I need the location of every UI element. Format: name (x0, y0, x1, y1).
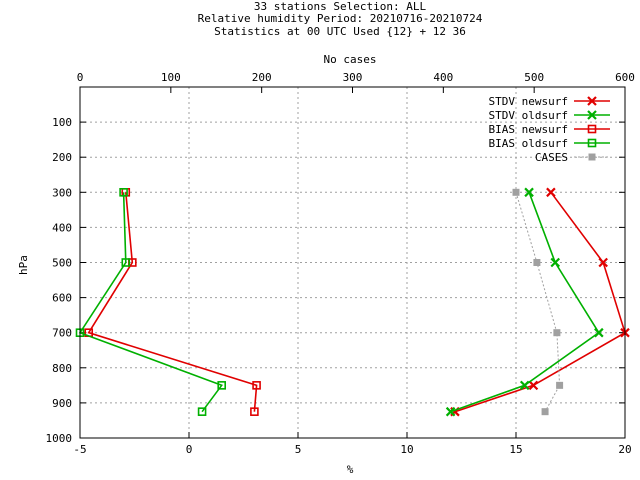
data-point (587, 138, 597, 148)
data-point (546, 187, 556, 198)
x-tick-label: 5 (295, 443, 302, 456)
x2-tick-label: 300 (343, 71, 363, 84)
x2-tick-label: 200 (252, 71, 272, 84)
data-point (588, 153, 596, 161)
legend-item: BIAS oldsurf (489, 137, 610, 150)
y-axis-label: hPa (17, 255, 30, 275)
x2-tick-label: 500 (524, 71, 544, 84)
data-point (252, 381, 261, 390)
data-point (553, 329, 561, 337)
data-point (524, 187, 534, 198)
legend-label: BIAS newsurf (489, 123, 568, 136)
legend-item: BIAS newsurf (489, 123, 610, 136)
x-tick-label: 0 (186, 443, 193, 456)
legend-label: CASES (535, 151, 568, 164)
legend-item: CASES (535, 151, 610, 164)
y-tick-label: 900 (52, 397, 72, 410)
series-line (454, 191, 626, 413)
top-axis-label: No cases (324, 53, 377, 66)
y-tick-label: 100 (52, 116, 72, 129)
data-point (512, 188, 520, 196)
legend-label: STDV oldsurf (489, 109, 568, 122)
series-line (87, 192, 258, 412)
series-line (515, 192, 561, 412)
chart-title-line-3: Statistics at 00 UTC Used {12} + 12 36 (214, 25, 466, 38)
x2-tick-label: 0 (77, 71, 84, 84)
x-tick-label: 15 (509, 443, 522, 456)
data-point (119, 188, 128, 197)
x2-tick-label: 400 (433, 71, 453, 84)
chart-title-line-2: Relative humidity Period: 20210716-20210… (198, 12, 483, 25)
x2-tick-label: 100 (161, 71, 181, 84)
bottom-axis-label: % (347, 463, 354, 476)
data-point (445, 406, 456, 417)
series-bias-oldsurf (75, 188, 226, 416)
x-tick-label: 10 (400, 443, 413, 456)
x-tick-label: -5 (73, 443, 86, 456)
data-point (121, 258, 131, 267)
y-tick-label: 200 (52, 151, 72, 164)
data-point (541, 408, 549, 416)
legend-label: STDV newsurf (489, 95, 568, 108)
data-point (556, 381, 564, 389)
chart-title-line-1: 33 stations Selection: ALL (254, 0, 427, 13)
data-point (587, 124, 597, 134)
y-tick-label: 1000 (46, 432, 73, 445)
data-point (217, 381, 226, 390)
series-line (450, 192, 600, 413)
grid (80, 87, 625, 438)
y-tick-label: 300 (52, 186, 72, 199)
plot-frame (79, 86, 626, 439)
series-cases (512, 188, 564, 416)
series-line (78, 192, 223, 413)
x-tick-label: 20 (618, 443, 631, 456)
series-layer (75, 187, 630, 417)
data-point (533, 259, 541, 266)
y-tick-label: 700 (52, 327, 72, 340)
legend-item: STDV newsurf (489, 95, 610, 108)
legend-item: STDV oldsurf (489, 109, 610, 122)
x2-tick-label: 600 (615, 71, 635, 84)
data-point (587, 96, 597, 106)
data-point (598, 257, 608, 268)
y-tick-label: 800 (52, 362, 72, 375)
data-point (250, 407, 259, 416)
y-tick-label: 600 (52, 292, 72, 305)
y-tick-label: 400 (52, 221, 72, 234)
data-point (519, 380, 530, 391)
data-point (528, 380, 539, 391)
data-point (594, 327, 604, 338)
data-point (197, 407, 207, 416)
series-bias-newsurf (84, 188, 261, 416)
series-stdv-oldsurf (445, 187, 604, 417)
legend-label: BIAS oldsurf (489, 137, 568, 150)
data-point (550, 257, 561, 268)
data-point (587, 110, 597, 120)
y-tick-label: 500 (52, 257, 72, 270)
